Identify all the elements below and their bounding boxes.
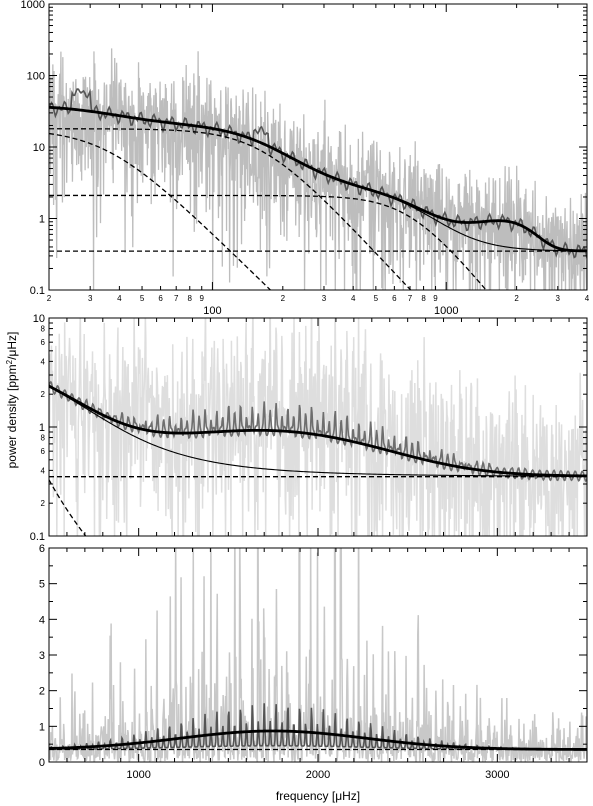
top-y-tick-label: 100	[27, 71, 45, 83]
top-x-minor-tick-label: 8	[421, 294, 426, 303]
bottom-y-tick-label: 5	[39, 579, 45, 591]
y-axis-label-main: power density [ppm	[5, 364, 19, 468]
bottom-y-tick-label: 1	[39, 721, 45, 733]
top-x-minor-tick-label: 2	[514, 294, 519, 303]
top-x-minor-tick-label: 9	[433, 294, 438, 303]
top-x-minor-tick-label: 8	[188, 294, 193, 303]
middle-y-tick-label: 1	[39, 422, 45, 434]
top-x-minor-tick-label: 6	[392, 294, 397, 303]
top-x-minor-tick-label: 9	[199, 294, 204, 303]
top-x-tick-label: 1000	[434, 305, 458, 317]
bottom-y-tick-label: 4	[39, 614, 45, 626]
top-x-minor-tick-label: 2	[47, 294, 52, 303]
top-x-minor-tick-label: 2	[281, 294, 286, 303]
middle-y-minor-tick-label: 2	[41, 390, 46, 399]
top-activity-component-line	[49, 132, 272, 290]
power-spectrum-panel-bottom	[49, 548, 587, 762]
bottom-y-tick-label: 2	[39, 686, 45, 698]
top-raw-spectrum-line	[49, 48, 587, 290]
middle-raw-spectrum-line	[49, 318, 587, 536]
power-spectrum-panel-top	[49, 48, 587, 290]
top-x-minor-tick-label: 4	[351, 294, 356, 303]
axes-middle: 0.1 1 10 2 4 6 8 2 4 6 8	[30, 313, 588, 543]
middle-y-minor-tick-label: 6	[41, 447, 46, 456]
top-y-tick-label: 10	[33, 142, 45, 154]
top-x-minor-tick-label: 5	[374, 294, 379, 303]
top-x-minor-tick-label: 3	[88, 294, 93, 303]
top-x-minor-tick-label: 6	[158, 294, 163, 303]
top-global-fit-line	[49, 105, 587, 253]
power-spectrum-panel-middle	[49, 318, 587, 536]
middle-global-fit-line	[49, 384, 587, 478]
middle-y-minor-tick-label: 8	[41, 434, 46, 443]
top-granulation-component-line-2	[49, 128, 412, 290]
top-y-tick-label: 1	[39, 214, 45, 226]
x-axis-label: frequency [μHz]	[276, 789, 360, 803]
y-axis-label: power density [ppm2/μHz]	[5, 332, 20, 469]
middle-y-tick-label: 10	[33, 313, 45, 325]
top-x-minor-tick-label: 7	[174, 294, 179, 303]
bottom-x-tick-label: 2000	[306, 769, 330, 781]
top-x-minor-tick-label: 3	[322, 294, 327, 303]
bottom-y-tick-label: 6	[39, 543, 45, 555]
y-axis-label-sup: 2	[5, 359, 14, 364]
middle-y-minor-tick-label: 6	[41, 338, 46, 347]
top-y-tick-label: 0.1	[30, 285, 45, 297]
top-x-minor-tick-label: 7	[408, 294, 413, 303]
top-granulation-component-line	[49, 194, 487, 290]
bottom-x-tick-label: 3000	[485, 769, 509, 781]
bottom-global-fit-line	[49, 729, 587, 751]
bottom-y-tick-label: 0	[39, 757, 45, 769]
top-x-tick-label: 100	[203, 305, 221, 317]
y-axis-label-tail: /μHz]	[5, 332, 19, 360]
top-x-minor-tick-label: 3	[556, 294, 561, 303]
bottom-x-tick-label: 1000	[126, 769, 150, 781]
middle-y-minor-tick-label: 4	[41, 357, 46, 366]
top-x-minor-tick-label: 4	[117, 294, 122, 303]
top-x-minor-tick-label: 5	[140, 294, 145, 303]
bottom-y-tick-label: 3	[39, 650, 45, 662]
middle-y-tick-label: 0.1	[30, 531, 45, 543]
middle-y-minor-tick-label: 2	[41, 499, 46, 508]
top-x-minor-tick-label: 4	[585, 294, 590, 303]
bottom-raw-spectrum-line	[49, 548, 587, 762]
middle-smoothed-spectrum-line	[49, 380, 587, 483]
middle-background-fit-line	[49, 386, 587, 477]
middle-y-minor-tick-label: 8	[41, 325, 46, 334]
top-y-tick-label: 1000	[21, 0, 45, 11]
middle-y-minor-tick-label: 4	[41, 466, 46, 475]
axes-bottom: 1000 2000 3000 0 1 2 3 4 5 6	[39, 543, 588, 781]
